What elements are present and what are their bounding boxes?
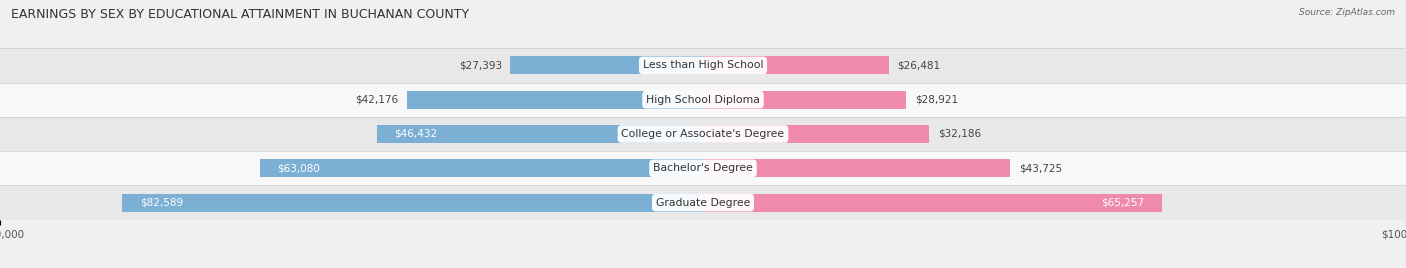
Text: Less than High School: Less than High School	[643, 60, 763, 70]
Text: $32,186: $32,186	[938, 129, 981, 139]
Bar	[0, 48, 1406, 83]
Bar	[703, 91, 907, 109]
Bar	[0, 117, 1406, 151]
Bar	[703, 159, 1011, 177]
Bar	[406, 91, 703, 109]
Text: $43,725: $43,725	[1019, 163, 1062, 173]
Text: $46,432: $46,432	[394, 129, 437, 139]
Text: $28,921: $28,921	[915, 95, 957, 105]
Text: Source: ZipAtlas.com: Source: ZipAtlas.com	[1299, 8, 1395, 17]
Text: High School Diploma: High School Diploma	[647, 95, 759, 105]
Bar	[0, 83, 1406, 117]
Bar	[377, 125, 703, 143]
Text: $26,481: $26,481	[897, 60, 941, 70]
Bar	[703, 194, 1161, 211]
Text: EARNINGS BY SEX BY EDUCATIONAL ATTAINMENT IN BUCHANAN COUNTY: EARNINGS BY SEX BY EDUCATIONAL ATTAINMEN…	[11, 8, 470, 21]
Text: $27,393: $27,393	[458, 60, 502, 70]
Text: College or Associate's Degree: College or Associate's Degree	[621, 129, 785, 139]
Bar	[260, 159, 703, 177]
Text: Bachelor's Degree: Bachelor's Degree	[652, 163, 754, 173]
Bar	[0, 151, 1406, 185]
Bar	[703, 125, 929, 143]
Bar	[0, 185, 1406, 220]
Text: $63,080: $63,080	[277, 163, 321, 173]
Bar	[510, 57, 703, 74]
Text: $42,176: $42,176	[354, 95, 398, 105]
Bar	[122, 194, 703, 211]
Bar	[703, 57, 889, 74]
Text: Graduate Degree: Graduate Degree	[655, 198, 751, 208]
Text: $82,589: $82,589	[141, 198, 183, 208]
Text: $65,257: $65,257	[1101, 198, 1144, 208]
